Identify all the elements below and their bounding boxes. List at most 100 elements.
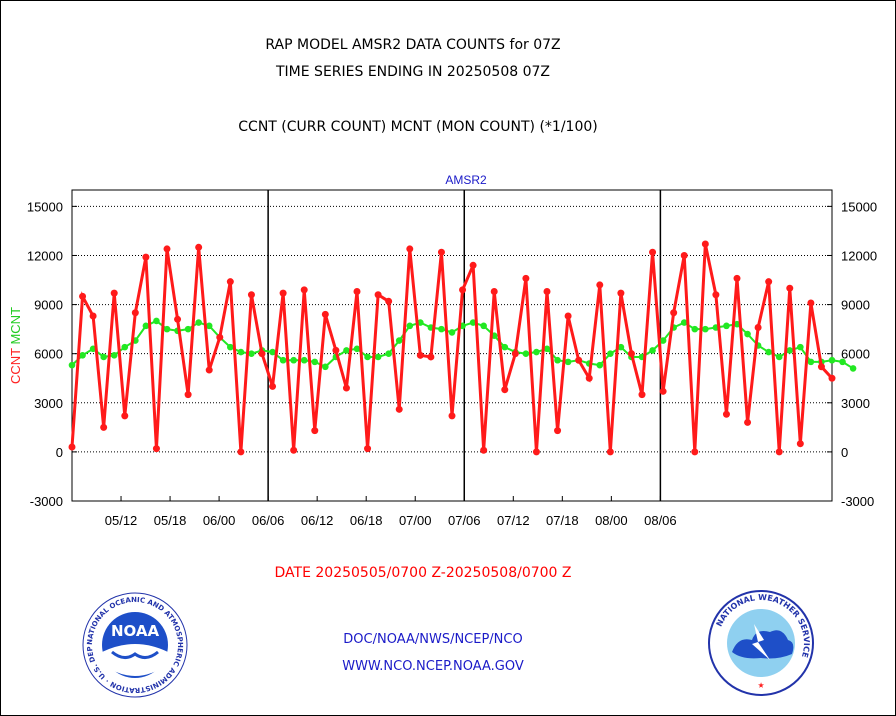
y-tick-label-right: 6000 [841, 347, 870, 362]
ccnt-point [321, 310, 329, 318]
mcnt-point [596, 361, 604, 369]
ccnt-point [796, 440, 804, 448]
mcnt-point [849, 365, 857, 372]
mcnt-point [163, 325, 171, 333]
chart-title-line3: CCNT (CURR COUNT) MCNT (MON COUNT) (*1/1… [238, 119, 598, 135]
ccnt-point [659, 387, 667, 395]
ccnt-point [269, 382, 277, 390]
ccnt-point [564, 312, 572, 320]
mcnt-point [269, 348, 276, 356]
ccnt-point [627, 350, 635, 358]
x-tick-label: 07/06 [448, 513, 481, 528]
ccnt-point [775, 448, 783, 456]
ccnt-point [786, 284, 794, 292]
mcnt-point [121, 343, 129, 351]
x-tick-label: 07/00 [399, 513, 432, 528]
nws-star-icon: ★ [758, 678, 765, 691]
y-tick-label-right: 3000 [841, 396, 870, 411]
ccnt-point [342, 384, 350, 392]
mcnt-point [765, 348, 772, 356]
ccnt-point [89, 312, 97, 320]
mcnt-point [522, 350, 530, 357]
mcnt-point [807, 358, 815, 366]
ccnt-point [174, 315, 182, 323]
mcnt-point [385, 350, 392, 357]
ccnt-point [585, 374, 593, 382]
mcnt-point [237, 348, 245, 356]
mcnt-point [279, 356, 287, 364]
ccnt-point [290, 446, 298, 454]
ccnt-point [532, 448, 540, 456]
ccnt-point [79, 292, 87, 300]
website-link[interactable]: WWW.NCO.NCEP.NOAA.GOV [342, 659, 524, 674]
y-tick-label-left: 9000 [34, 298, 63, 313]
mcnt-point [300, 356, 308, 364]
ccnt-point [680, 251, 688, 259]
ccnt-point [638, 391, 646, 399]
mcnt-point [786, 347, 794, 354]
ccnt-point [395, 405, 403, 413]
mcnt-point [322, 363, 329, 371]
mcnt-point [533, 348, 540, 356]
ccnt-point [374, 291, 382, 299]
ccnt-point [416, 351, 424, 359]
mcnt-point [142, 322, 150, 330]
ccnt-point [205, 366, 213, 374]
mcnt-point [680, 319, 688, 326]
grid-layer [72, 190, 832, 501]
mcnt-point [195, 319, 202, 326]
ccnt-point [279, 289, 287, 297]
mcnt-point [702, 325, 709, 333]
mcnt-point [828, 356, 836, 364]
ccnt-point [110, 289, 118, 297]
y-tick-label-left: 12000 [27, 248, 63, 263]
x-tick-label: 06/18 [350, 513, 383, 528]
mcnt-point [353, 345, 361, 353]
ccnt-point [828, 374, 836, 382]
mcnt-point [438, 325, 445, 333]
y-tick-label-right: -3000 [841, 494, 874, 509]
ccnt-point [511, 350, 519, 358]
ccnt-point [733, 274, 741, 282]
ccnt-point [427, 353, 435, 361]
mcnt-point [110, 352, 118, 359]
ccnt-point [163, 245, 171, 253]
ccnt-point [807, 299, 815, 307]
plot-border [71, 189, 833, 502]
ccnt-point [501, 386, 509, 394]
mcnt-point [691, 325, 699, 333]
ccnt-point [152, 445, 160, 453]
ccnt-point [216, 333, 224, 341]
mcnt-point [364, 353, 371, 361]
mcnt-point [448, 329, 456, 336]
mcnt-point [68, 361, 76, 369]
x-tick-label: 06/00 [203, 513, 236, 528]
mcnt-point [469, 319, 477, 326]
ccnt-point [522, 274, 530, 282]
y-tick-label-right: 0 [841, 445, 848, 460]
ccnt-point [712, 291, 720, 299]
mcnt-point [775, 353, 783, 361]
x-tick-label: 06/06 [252, 513, 285, 528]
ccnt-point [353, 287, 361, 295]
ccnt-point [332, 346, 340, 354]
y-axis-label-mcnt: MCNT [8, 307, 23, 345]
ccnt-point [195, 243, 203, 251]
mcnt-point [343, 347, 350, 354]
chart-title-line1: RAP MODEL AMSR2 DATA COUNTS for 07Z [265, 37, 561, 53]
mcnt-point [374, 353, 382, 361]
ccnt-point [649, 248, 657, 256]
mcnt-point [543, 345, 551, 353]
mcnt-point [659, 337, 667, 344]
ccnt-point [68, 443, 76, 451]
ccnt-point [765, 278, 773, 286]
mcnt-point [79, 352, 86, 359]
ccnt-point [701, 240, 709, 248]
ccnt-point [311, 427, 319, 435]
y-tick-label-right: 9000 [841, 298, 870, 313]
ccnt-point [754, 323, 762, 331]
mcnt-point [480, 322, 487, 330]
ccnt-point [670, 309, 678, 317]
y-tick-label-right: 15000 [841, 199, 877, 214]
ccnt-point [406, 245, 414, 253]
